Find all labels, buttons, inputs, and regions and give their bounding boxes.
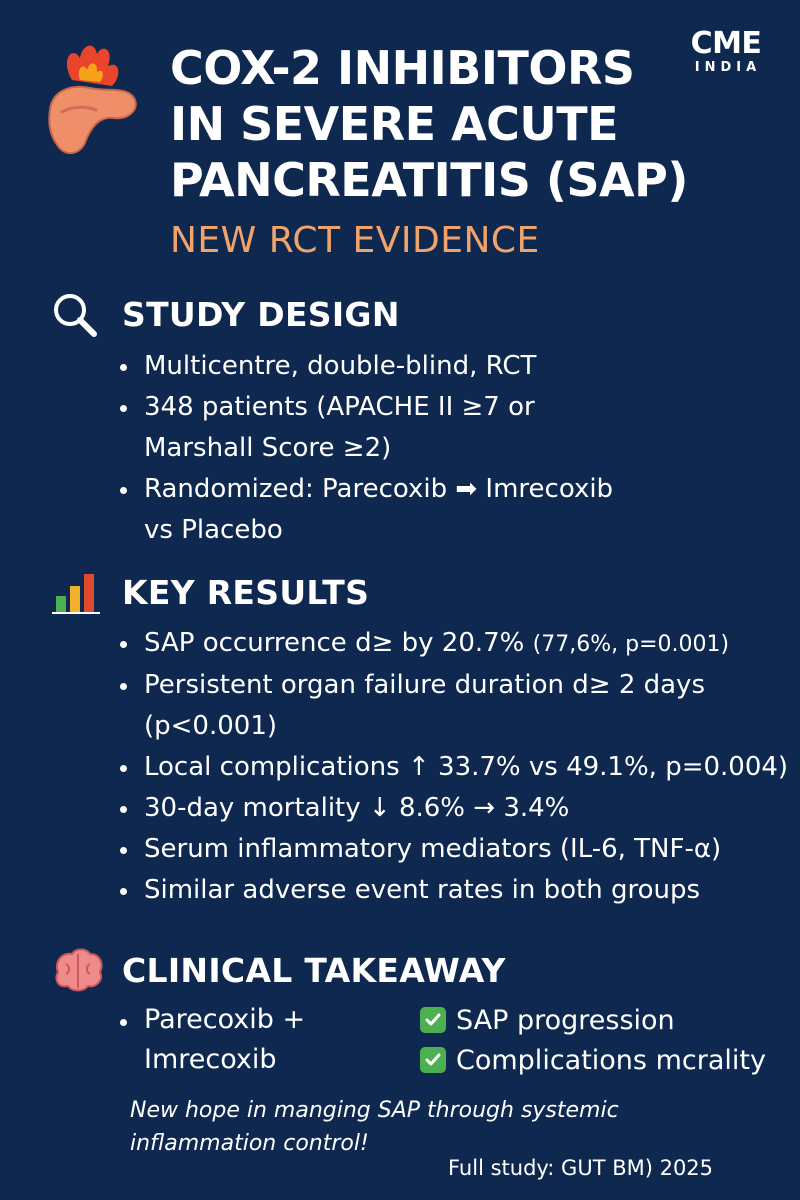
list-item: Marshall Score ≥2) [118, 428, 613, 469]
list-item: Similar adverse event rates in both grou… [118, 870, 788, 911]
takeaway-title: CLINICAL TAKEAWAY [122, 950, 506, 990]
brand-name: CME [690, 26, 762, 61]
closing-line-1: New hope in manging SAP through systemic [130, 1098, 619, 1123]
list-item: 348 patients (APACHE II ≥7 or [118, 387, 613, 428]
study-design-title: STUDY DESIGN [122, 294, 400, 334]
subtitle: NEW RCT EVIDENCE [170, 220, 540, 261]
takeaway-drug-line-1: Parecoxib + [144, 1004, 306, 1035]
pancreas-fire-icon [42, 40, 142, 170]
takeaway-benefits: SAP progression Complications mcrality [420, 1000, 780, 1080]
list-item: Randomized: Parecoxib ➡ Imrecoxib [118, 469, 613, 510]
title-line-2: IN SEVERE ACUTE [170, 97, 619, 151]
source-citation: Full study: GUT BM) 2025 [448, 1156, 714, 1180]
list-item: 30-day mortality ↓ 8.6% → 3.4% [118, 788, 788, 829]
benefit-item: Complications mcrality [420, 1040, 780, 1080]
benefit-text: Complications mcrality [456, 1044, 766, 1076]
check-mark-icon [420, 1007, 446, 1033]
key-results-title: KEY RESULTS [122, 572, 370, 612]
title-line-1: COX-2 INHIBITORS [170, 41, 635, 95]
closing-message: New hope in manging SAP through systemic… [130, 1094, 690, 1160]
list-item: Local complications ↑ 33.7% vs 49.1%, p=… [118, 747, 788, 788]
list-item: Persistent organ failure duration d≥ 2 d… [118, 665, 788, 706]
check-mark-icon [420, 1047, 446, 1073]
result-stat: (77,6%, p=0.001) [532, 632, 730, 657]
key-results-section: KEY RESULTS SAP occurrence d≥ by 20.7% (… [50, 568, 788, 911]
result-text: SAP occurrence d≥ by 20.7% [144, 628, 533, 658]
list-item: Multicentre, double-blind, RCT [118, 346, 613, 387]
study-design-section: STUDY DESIGN Multicentre, double-blind, … [50, 290, 613, 551]
title-line-3: PANCREATITIS (SAP) [170, 153, 688, 207]
takeaway-section: CLINICAL TAKEAWAY [50, 946, 506, 994]
closing-line-2: inflammation control! [130, 1131, 369, 1156]
brain-icon [50, 946, 110, 994]
benefit-item: SAP progression [420, 1000, 780, 1040]
list-item-continuation: (p<0.001) [144, 711, 278, 741]
brand-logo: CME INDIA [676, 28, 776, 76]
takeaway-drug-line-2: Imrecoxib [144, 1044, 277, 1075]
list-item-continuation: vs Placebo [144, 515, 283, 545]
list-item: (p<0.001) [118, 706, 788, 747]
list-item-continuation: Marshall Score ≥2) [144, 433, 392, 463]
list-item: Serum inflammatory mediators (IL-6, TNF-… [118, 829, 788, 870]
benefit-text: SAP progression [456, 1004, 675, 1036]
list-item: vs Placebo [118, 510, 613, 551]
page-title: COX-2 INHIBITORS IN SEVERE ACUTE PANCREA… [170, 40, 690, 264]
list-item: SAP occurrence d≥ by 20.7% (77,6%, p=0.0… [118, 623, 788, 665]
magnifier-icon [50, 290, 110, 338]
takeaway-drugs: Parecoxib + Imrecoxib [118, 1000, 378, 1080]
bar-chart-icon [50, 568, 110, 616]
brand-sub: INDIA [694, 60, 762, 75]
